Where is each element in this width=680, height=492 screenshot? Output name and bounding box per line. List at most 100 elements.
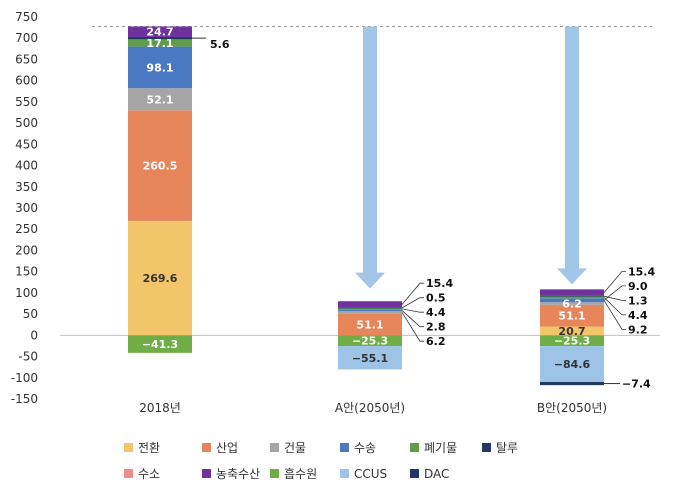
data-label: −41.3 bbox=[142, 338, 178, 351]
y-tick-label: 150 bbox=[15, 265, 38, 279]
bar-segment bbox=[338, 311, 402, 314]
legend-label: 농축수산 bbox=[216, 467, 260, 481]
bar-layer bbox=[128, 26, 604, 386]
legend-swatch bbox=[270, 469, 279, 478]
data-label: 98.1 bbox=[146, 61, 173, 74]
callout-label: −7.4 bbox=[622, 378, 651, 391]
legend-label: 수송 bbox=[354, 441, 376, 455]
data-label: 269.6 bbox=[143, 272, 178, 285]
y-tick-label: 550 bbox=[15, 95, 38, 109]
callout-label: 15.4 bbox=[426, 277, 453, 290]
callout-label: 0.5 bbox=[426, 292, 446, 305]
bar-segment bbox=[128, 335, 192, 353]
legend-swatch bbox=[124, 443, 133, 452]
y-tick-label: 650 bbox=[15, 52, 38, 66]
bar-segment bbox=[338, 309, 402, 312]
y-tick-label: -150 bbox=[11, 392, 38, 406]
bar-segment bbox=[540, 289, 604, 296]
y-tick-label: 350 bbox=[15, 180, 38, 194]
callout-label: 6.2 bbox=[426, 335, 446, 348]
data-label: 51.1 bbox=[356, 318, 383, 331]
leader-line bbox=[603, 300, 626, 330]
bar-segment bbox=[540, 335, 604, 347]
y-tick-label: 250 bbox=[15, 222, 38, 236]
leader-line bbox=[603, 285, 626, 301]
bar-segment bbox=[338, 346, 402, 370]
legend-swatch bbox=[202, 469, 211, 478]
y-tick-label: 400 bbox=[15, 159, 38, 173]
bar-segment bbox=[338, 335, 402, 347]
legend-label: 수소 bbox=[138, 467, 160, 481]
y-tick-label: -100 bbox=[11, 371, 38, 385]
callout-label: 15.4 bbox=[628, 265, 655, 278]
y-tick-label: 600 bbox=[15, 74, 38, 88]
down-arrow bbox=[557, 26, 587, 285]
callout-label: 4.4 bbox=[628, 309, 648, 322]
bar-segment bbox=[128, 220, 192, 336]
y-tick-label: 100 bbox=[15, 286, 38, 300]
bar-segment bbox=[540, 302, 604, 305]
legend-label: 폐기물 bbox=[424, 441, 457, 455]
y-tick-label: 450 bbox=[15, 137, 38, 151]
legend-swatch bbox=[270, 443, 279, 452]
bar-segment bbox=[128, 88, 192, 111]
legend-label: 산업 bbox=[216, 441, 238, 455]
data-label: 51.1 bbox=[558, 310, 585, 323]
data-label: −84.6 bbox=[554, 358, 591, 371]
data-label: −25.3 bbox=[352, 335, 388, 348]
data-label: 17.1 bbox=[146, 37, 173, 50]
bar-segment bbox=[338, 301, 402, 308]
leader-line bbox=[603, 270, 626, 293]
x-category-label: 2018년 bbox=[139, 401, 181, 415]
data-label: 6.2 bbox=[562, 298, 582, 311]
callout-label: 5.6 bbox=[210, 38, 230, 51]
bar-segment bbox=[540, 298, 604, 303]
y-tick-label: 50 bbox=[23, 307, 38, 321]
bar-segment bbox=[128, 39, 192, 47]
legend-swatch bbox=[202, 443, 211, 452]
bar-segment bbox=[540, 381, 604, 386]
legend-swatch bbox=[482, 443, 491, 452]
bar-segment bbox=[128, 36, 192, 40]
bar-segment bbox=[540, 296, 604, 299]
callout-label: 2.8 bbox=[426, 321, 446, 334]
y-tick-label: 750 bbox=[15, 10, 38, 24]
legend-swatch bbox=[124, 469, 133, 478]
bar-segment bbox=[338, 307, 402, 310]
leader-line bbox=[401, 308, 424, 313]
callout-label: 4.4 bbox=[426, 306, 446, 319]
down-arrow bbox=[355, 26, 385, 289]
leader-line bbox=[603, 295, 626, 301]
y-tick-label: -50 bbox=[18, 350, 38, 364]
legend-label: CCUS bbox=[354, 467, 387, 481]
bar-segment bbox=[540, 295, 604, 297]
x-category-label: B안(2050년) bbox=[537, 401, 607, 415]
y-tick-label: 300 bbox=[15, 201, 38, 215]
data-label: 24.7 bbox=[146, 26, 173, 39]
leader-line bbox=[603, 297, 626, 316]
legend-swatch bbox=[410, 469, 419, 478]
legend-label: 전환 bbox=[138, 441, 160, 455]
bar-segment bbox=[128, 46, 192, 89]
data-label: −25.3 bbox=[554, 335, 590, 348]
data-label: −55.1 bbox=[352, 352, 388, 365]
legend-label: 탈루 bbox=[496, 441, 518, 455]
y-tick-label: 500 bbox=[15, 116, 38, 130]
leader-line bbox=[401, 282, 424, 305]
data-label: 260.5 bbox=[143, 160, 178, 173]
legend-swatch bbox=[340, 469, 349, 478]
arrow-layer bbox=[355, 26, 587, 289]
label-layer: 2018년 A안(2050년) B안(2050년) 269.6 260.5 52.1 98.… bbox=[139, 26, 655, 415]
y-tick-label: 700 bbox=[15, 31, 38, 45]
data-label: 52.1 bbox=[146, 93, 173, 106]
legend-swatch bbox=[340, 443, 349, 452]
y-tick-label: 200 bbox=[15, 243, 38, 257]
leader-line bbox=[401, 310, 424, 328]
data-label: 20.7 bbox=[558, 325, 585, 338]
callout-label: 9.2 bbox=[628, 323, 648, 336]
bar-segment bbox=[338, 313, 402, 336]
bar-segment bbox=[540, 326, 604, 336]
leader-line bbox=[401, 312, 424, 342]
